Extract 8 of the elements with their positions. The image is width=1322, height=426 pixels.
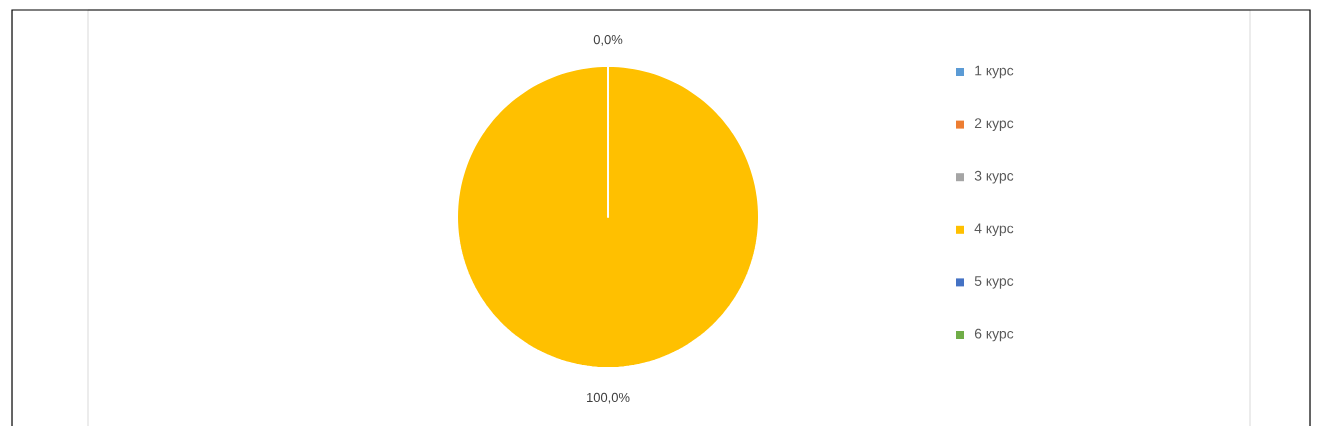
text: 0,0%: [593, 34, 623, 46]
legend-label: 3 курс: [974, 170, 1014, 184]
legend-label: 4 курс: [974, 223, 1014, 237]
legend-label: 5 курс: [974, 276, 1014, 289]
legend-label: 2 курс: [974, 118, 1014, 131]
data-label: 100,0%: [587, 392, 630, 404]
legend-label: 1 курс: [975, 65, 1014, 79]
legend-label: 6 курс: [974, 328, 1014, 342]
